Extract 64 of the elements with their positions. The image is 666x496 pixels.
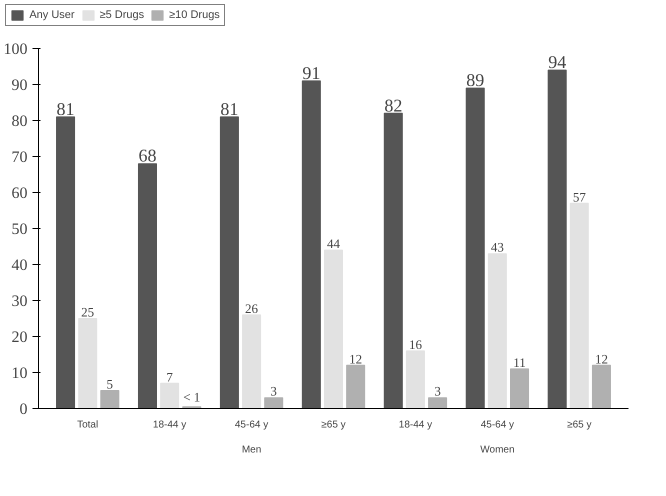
bar — [220, 116, 239, 408]
bar — [548, 70, 567, 408]
y-tick-label: 70 — [12, 149, 28, 166]
text: Women — [480, 444, 515, 456]
legend-label: ≥10 Drugs — [169, 9, 220, 21]
data-label: 25 — [81, 304, 94, 320]
data-label: 44 — [327, 236, 340, 252]
data-label: 82 — [384, 95, 402, 116]
x-tick-label: 45-64 y — [480, 420, 514, 430]
y-tick-label: 40 — [12, 257, 28, 274]
y-tick-label: 10 — [12, 365, 28, 382]
bar — [160, 382, 180, 408]
data-label: 11 — [513, 354, 526, 370]
bar — [570, 202, 589, 408]
y-tick-label: 60 — [12, 185, 28, 202]
x-tick-label: 18-44 y — [398, 420, 432, 430]
x-tick-label: ≥65 y — [321, 420, 346, 430]
legend-label: ≥5 Drugs — [100, 9, 144, 21]
bar — [406, 350, 425, 408]
bar — [56, 116, 76, 408]
x-tick-label: ≥65 y — [567, 420, 592, 430]
data-label: 26 — [245, 300, 259, 316]
data-label: 89 — [466, 70, 484, 90]
bar — [242, 314, 262, 408]
x-tick-label: 18-44 y — [152, 420, 186, 430]
bar — [138, 163, 157, 408]
x-tick-label: 45-64 y — [234, 420, 268, 430]
data-label: 68 — [138, 146, 156, 166]
y-tick-label: 90 — [12, 77, 28, 94]
data-label: 94 — [548, 52, 566, 72]
data-label: 5 — [106, 376, 114, 392]
data-label: 12 — [594, 351, 608, 366]
legend-label: Any User — [29, 9, 75, 21]
data-label: 7 — [166, 369, 174, 384]
y-tick-label: 80 — [12, 113, 28, 130]
data-label: 3 — [434, 384, 441, 399]
bar — [428, 397, 448, 408]
data-label: < 1 — [183, 390, 200, 405]
bar — [78, 318, 98, 408]
data-label: 3 — [270, 384, 277, 399]
y-tick-label: 50 — [12, 221, 28, 238]
y-tick-label: 20 — [12, 329, 28, 346]
bar — [384, 112, 403, 408]
bar — [100, 390, 120, 408]
bar — [346, 364, 366, 408]
bar — [302, 80, 321, 408]
bar — [466, 88, 485, 408]
x-tick-label: Total — [77, 420, 98, 430]
y-tick-label: 100 — [4, 41, 28, 58]
bar — [488, 253, 507, 408]
data-label: 16 — [408, 336, 422, 352]
data-label: 81 — [220, 98, 238, 119]
data-label: 57 — [572, 189, 586, 204]
text: Men — [242, 444, 262, 456]
bar — [264, 397, 284, 408]
bar — [324, 250, 344, 408]
data-label: 91 — [302, 62, 320, 83]
data-label: 81 — [56, 98, 75, 119]
data-label: 12 — [349, 351, 362, 366]
data-label: 43 — [490, 240, 504, 255]
y-tick-label: 30 — [12, 293, 28, 310]
y-tick-label: 0 — [20, 401, 28, 418]
bar — [592, 364, 611, 408]
bar — [510, 368, 530, 408]
